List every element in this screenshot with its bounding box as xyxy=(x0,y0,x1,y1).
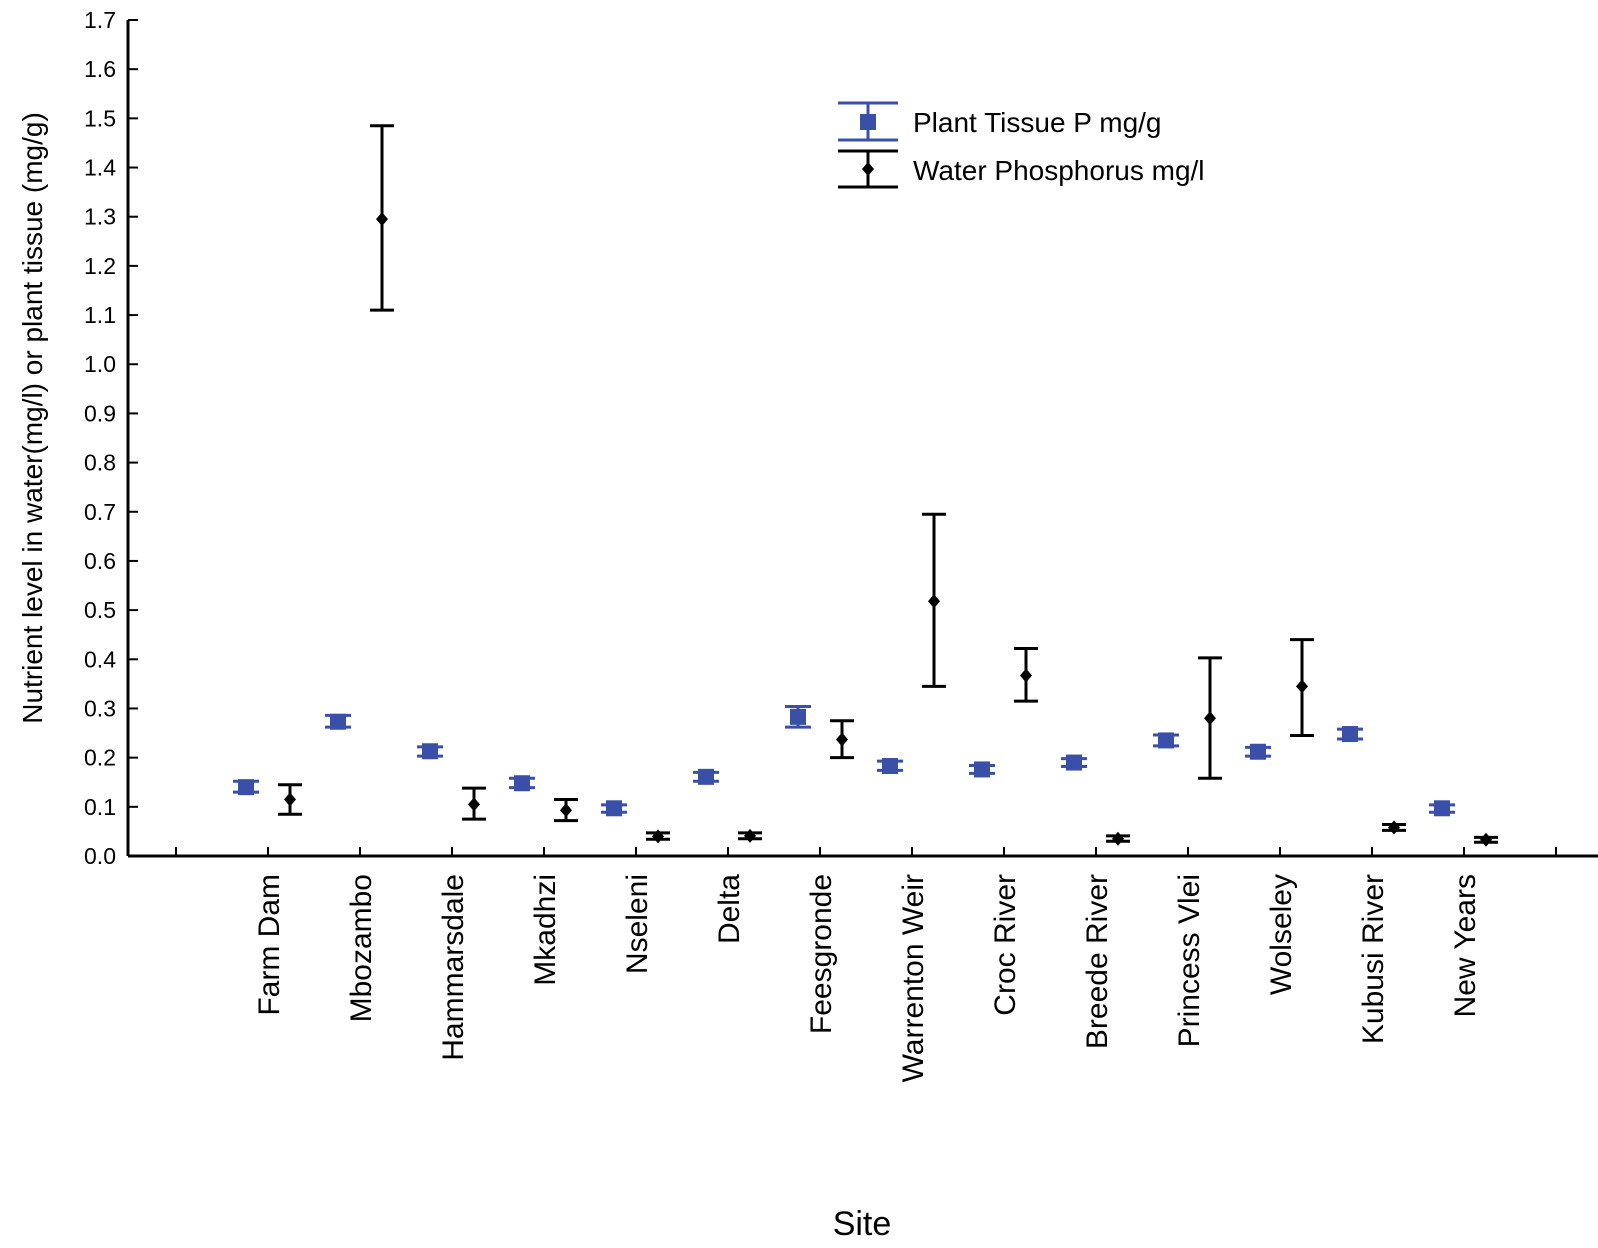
data-point-plant-tissue xyxy=(330,713,346,730)
data-point-water-phosphorus xyxy=(376,212,388,227)
x-tick-label: Delta xyxy=(713,874,746,944)
data-point-water-phosphorus xyxy=(1020,668,1032,683)
y-tick-label: 0.1 xyxy=(84,794,116,820)
data-point-plant-tissue xyxy=(1066,754,1082,771)
x-tick-label: Hammarsdale xyxy=(437,874,470,1061)
y-tick-label: 0.8 xyxy=(84,450,116,476)
y-tick-label: 1.0 xyxy=(84,351,116,377)
data-point-water-phosphorus xyxy=(1296,679,1308,694)
x-tick-label: Croc River xyxy=(989,874,1022,1016)
data-point-water-phosphorus xyxy=(1480,832,1492,847)
data-point-plant-tissue xyxy=(1250,743,1266,760)
x-tick-label: Nseleni xyxy=(621,874,654,974)
data-point-water-phosphorus xyxy=(1112,831,1124,846)
data-point-water-phosphorus xyxy=(836,732,848,747)
legend: Plant Tissue P mg/g Water Phosphorus mg/l xyxy=(838,101,1205,189)
y-tick-label: 0.5 xyxy=(84,597,116,623)
y-tick-label: 0.0 xyxy=(84,843,116,869)
data-point-plant-tissue xyxy=(238,779,254,796)
x-tick-label: Mkadhzi xyxy=(529,874,562,986)
x-tick-label: New Years xyxy=(1449,874,1482,1017)
legend-label-water-phosphorus: Water Phosphorus mg/l xyxy=(913,155,1205,186)
x-tick-label: Warrenton Weir xyxy=(897,874,930,1082)
y-tick-label: 1.7 xyxy=(84,7,116,33)
y-tick-label: 1.6 xyxy=(84,56,116,82)
axes-layer: 0.0 0.1 0.2 0.3 0.4 0.5 0.6 0.7 0.8 0.9 1.0 1.1 1.2 1… xyxy=(84,7,1598,1082)
data-point-plant-tissue xyxy=(1158,732,1174,749)
data-point-water-phosphorus xyxy=(284,792,296,807)
y-tick-label: 0.9 xyxy=(84,400,116,426)
y-tick-label: 0.4 xyxy=(84,646,116,672)
y-tick-label: 1.4 xyxy=(84,155,116,181)
data-point-plant-tissue xyxy=(606,800,622,817)
y-tick-label: 1.3 xyxy=(84,204,116,230)
y-tick-label: 0.3 xyxy=(84,695,116,721)
data-point-plant-tissue xyxy=(422,743,438,760)
x-tick-label: Feesgronde xyxy=(805,874,838,1034)
data-point-water-phosphorus xyxy=(560,803,572,818)
y-tick-label: 1.2 xyxy=(84,253,116,279)
data-point-water-phosphorus xyxy=(744,828,756,843)
x-tick-label: Wolseley xyxy=(1265,874,1298,995)
data-point-water-phosphorus xyxy=(1204,711,1216,726)
marks-layer xyxy=(233,124,1498,847)
data-point-water-phosphorus xyxy=(652,829,664,844)
x-tick-label: Farm Dam xyxy=(253,874,286,1016)
y-tick-label: 1.5 xyxy=(84,105,116,131)
y-tick-label: 0.6 xyxy=(84,548,116,574)
y-tick-label: 1.1 xyxy=(84,302,116,328)
x-tick-label: Kubusi River xyxy=(1357,874,1390,1044)
data-point-water-phosphorus xyxy=(468,797,480,812)
y-tick-label: 0.7 xyxy=(84,499,116,525)
data-point-plant-tissue xyxy=(1434,800,1450,817)
data-point-water-phosphorus xyxy=(1388,820,1400,835)
x-axis-label: Site xyxy=(833,1205,892,1243)
y-axis-label: Nutrient level in water(mg/l) or plant t… xyxy=(17,112,48,724)
data-point-plant-tissue xyxy=(882,758,898,775)
data-point-plant-tissue xyxy=(1342,726,1358,743)
data-point-water-phosphorus xyxy=(928,594,940,609)
data-point-plant-tissue xyxy=(514,775,530,792)
data-point-plant-tissue xyxy=(974,761,990,778)
legend-marker-square xyxy=(860,114,876,130)
x-tick-label: Breede River xyxy=(1081,874,1114,1049)
data-point-plant-tissue xyxy=(698,768,714,785)
data-point-plant-tissue xyxy=(790,708,806,725)
labels-layer: Nutrient level in water(mg/l) or plant t… xyxy=(17,112,891,1243)
legend-marker-diamond xyxy=(862,162,874,176)
x-tick-label: Mbozambo xyxy=(345,874,378,1022)
y-tick-label: 0.2 xyxy=(84,745,116,771)
x-tick-label: Princess Vlei xyxy=(1173,874,1206,1047)
legend-label-plant-tissue: Plant Tissue P mg/g xyxy=(913,107,1162,138)
